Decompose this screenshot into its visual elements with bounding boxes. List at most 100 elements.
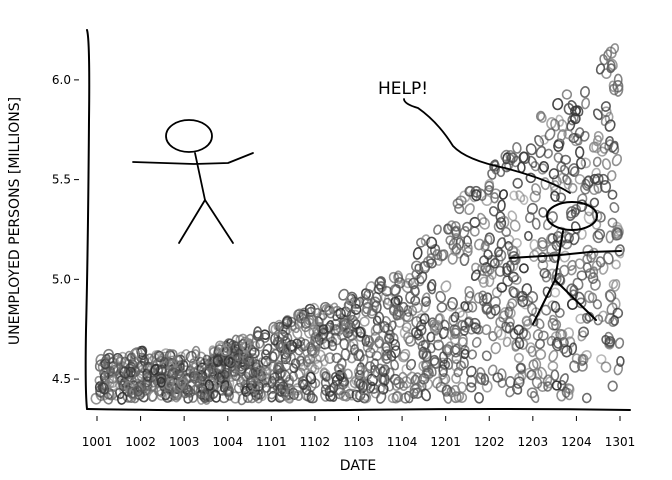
data-point: [600, 361, 612, 373]
data-point: [467, 301, 478, 313]
data-point: [312, 307, 322, 319]
data-point: [504, 307, 516, 319]
data-point: [509, 219, 521, 232]
data-point: [603, 251, 614, 265]
data-point: [393, 376, 405, 390]
data-point: [603, 49, 613, 61]
data-point: [347, 352, 357, 364]
x-ticks: 1001 1002 1003 1004 1101 1102 1103 1104 1201 1202…: [82, 416, 635, 449]
data-point: [223, 385, 235, 397]
data-point: [449, 345, 461, 358]
data-point: [605, 230, 615, 244]
data-point: [399, 348, 411, 361]
data-point: [583, 211, 595, 225]
data-point: [155, 364, 167, 376]
data-point: [478, 276, 489, 288]
data-point: [447, 252, 458, 265]
data-point: [614, 337, 625, 349]
data-point: [513, 376, 525, 389]
data-point: [569, 166, 580, 178]
data-point: [300, 316, 311, 329]
data-point: [599, 54, 609, 66]
data-point: [492, 372, 504, 383]
data-point: [557, 119, 568, 133]
data-point: [507, 210, 518, 222]
data-point: [581, 350, 592, 361]
data-point: [474, 372, 486, 385]
data-point: [604, 336, 616, 347]
data-point: [412, 246, 423, 260]
data-point: [244, 354, 255, 368]
data-point: [576, 199, 588, 212]
data-point: [576, 360, 588, 372]
data-point: [280, 369, 291, 383]
data-point: [574, 127, 585, 139]
data-point: [569, 360, 581, 373]
data-point: [404, 390, 414, 404]
data-point: [233, 382, 245, 394]
data-point: [567, 100, 578, 112]
y-axis-label: UNEMPLOYED PERSONS [MILLIONS]: [7, 97, 23, 345]
data-point: [440, 280, 452, 293]
data-point: [400, 376, 412, 389]
data-point: [383, 379, 394, 392]
data-point: [471, 336, 482, 348]
data-point: [451, 233, 462, 246]
data-point: [561, 89, 573, 100]
data-point: [543, 148, 553, 159]
data-point: [195, 385, 207, 398]
data-point: [566, 259, 577, 271]
data-point: [344, 299, 355, 311]
data-point: [309, 302, 321, 316]
data-point: [405, 291, 416, 304]
data-point: [525, 143, 537, 156]
data-point: [432, 332, 443, 343]
data-point: [394, 270, 404, 283]
data-point: [410, 295, 421, 306]
data-point: [579, 86, 591, 98]
data-point: [361, 306, 371, 317]
data-point: [282, 342, 292, 356]
data-point: [557, 379, 567, 391]
data-point: [429, 323, 440, 336]
data-point: [248, 368, 258, 379]
data-point: [600, 114, 611, 127]
data-point: [502, 336, 512, 348]
data-point: [473, 238, 485, 251]
x-tick-label: 1104: [387, 435, 418, 449]
data-point: [483, 249, 493, 260]
data-point: [490, 341, 502, 355]
data-point: [538, 161, 550, 173]
data-point: [542, 374, 553, 387]
data-point: [535, 110, 546, 122]
data-point: [224, 376, 235, 391]
x-tick-label: 1004: [212, 435, 243, 449]
data-point: [295, 355, 305, 366]
y-tick-label: 5.0: [52, 272, 71, 286]
data-point: [346, 389, 358, 401]
data-point: [433, 224, 442, 235]
data-point: [383, 332, 393, 343]
data-point: [137, 364, 149, 377]
data-point: [514, 336, 525, 350]
data-point: [512, 142, 522, 154]
data-point: [592, 299, 603, 310]
data-point: [537, 259, 549, 271]
data-point: [290, 358, 301, 369]
speech-line: [403, 98, 571, 194]
data-point: [594, 228, 606, 240]
data-point: [426, 245, 437, 259]
data-point: [581, 392, 592, 404]
data-point: [541, 270, 552, 283]
data-point: [544, 128, 556, 141]
data-point: [529, 190, 541, 203]
data-point: [443, 223, 453, 235]
data-point: [592, 156, 602, 167]
data-point: [556, 192, 567, 203]
data-point: [609, 83, 619, 96]
data-point: [360, 392, 372, 404]
data-point: [147, 389, 158, 402]
data-point: [250, 377, 260, 391]
data-point: [206, 378, 217, 389]
data-point: [306, 390, 316, 404]
